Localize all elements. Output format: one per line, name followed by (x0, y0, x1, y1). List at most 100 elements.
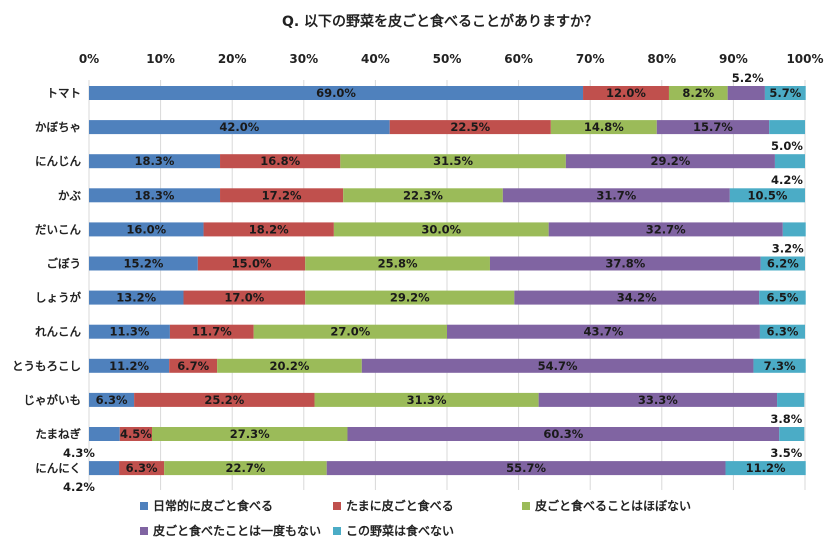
data-label: 31.5% (433, 154, 473, 168)
bar-segment (164, 461, 327, 476)
legend-label: 日常的に皮ごと食べる (153, 498, 273, 513)
data-label: 12.0% (606, 86, 646, 100)
data-label: 4.2% (771, 173, 803, 187)
bar-segment (89, 188, 221, 203)
data-label: 18.2% (249, 222, 289, 236)
category-label: たまねぎ (35, 427, 81, 441)
data-label: 22.7% (225, 461, 265, 475)
data-label: 6.3% (96, 393, 128, 407)
data-label: 14.8% (584, 120, 624, 134)
legend: 日常的に皮ごと食べる たまに皮ごと食べる 皮ごと食べることはほぼない皮ごと食べたこと… (140, 498, 691, 538)
bar-segment (119, 427, 153, 441)
category-label: だいこん (35, 222, 81, 236)
data-labels: 69.0% 12.0% 8.2% 5.2% 5.7% 42.0% 22.5% 14.8% 15.… (63, 71, 804, 494)
bar-segment (727, 86, 765, 100)
data-label: 18.3% (135, 188, 175, 202)
category-label: ごぼう (47, 257, 82, 271)
legend-swatch (522, 502, 530, 510)
bar-segment (764, 86, 806, 100)
category-label: しょうが (35, 291, 81, 305)
x-tick-label: 80% (647, 52, 676, 66)
data-label: 10.5% (747, 188, 787, 202)
x-tick-label: 100% (786, 52, 823, 66)
x-tick-label: 60% (504, 52, 533, 66)
x-tick-label: 40% (361, 52, 390, 66)
bar-segment (326, 461, 726, 476)
legend-label: 皮ごと食べることはほぼない (534, 498, 691, 513)
bar-segment (656, 120, 770, 135)
data-label: 31.3% (407, 393, 447, 407)
bar-segment (447, 324, 760, 339)
bar-segment (779, 427, 805, 441)
data-label: 11.3% (110, 325, 150, 339)
bar-segment (169, 324, 254, 339)
bar-segment (725, 461, 806, 476)
bar-segment (89, 427, 120, 441)
bar-segment (203, 222, 334, 237)
data-label: 20.2% (270, 359, 310, 373)
category-labels: トマトかぼちゃにんじんかぶだいこんごぼうしょうがれんこんとうもろこしじゃがいもた… (12, 86, 81, 475)
bar-segment (514, 290, 760, 305)
bar-segment (729, 188, 805, 203)
category-label: かぶ (58, 188, 81, 202)
data-label: 37.8% (605, 257, 645, 271)
x-tick-label: 30% (289, 52, 318, 66)
bar-segment (489, 256, 761, 271)
bar-segment (565, 154, 775, 169)
bar-segment (89, 154, 221, 169)
bar-segment (89, 461, 120, 476)
bar-segment (347, 427, 780, 441)
data-label: 5.0% (771, 139, 803, 153)
bar-segment (89, 120, 390, 135)
data-label: 6.7% (177, 359, 209, 373)
data-label: 30.0% (421, 222, 461, 236)
bar-segment (389, 120, 551, 135)
data-label: 22.5% (450, 120, 490, 134)
legend-swatch (140, 502, 148, 510)
bar-segment (782, 222, 806, 237)
data-label: 15.0% (232, 257, 272, 271)
bar-segment (305, 256, 490, 271)
data-label: 11.7% (192, 325, 232, 339)
bar-segments (89, 86, 806, 476)
category-label: れんこん (35, 325, 81, 339)
data-label: 25.2% (204, 393, 244, 407)
data-label: 13.2% (116, 291, 156, 305)
bar-segment (89, 290, 184, 305)
bar-segment (89, 86, 584, 100)
chart-title: Q. 以下の野菜を皮ごと食べることがありますか？ (282, 13, 598, 30)
data-label: 18.3% (135, 154, 175, 168)
bar-segment (89, 324, 170, 339)
legend-label: この野菜は食べない (346, 523, 454, 538)
legend-swatch (333, 527, 341, 535)
x-tick-label: 50% (433, 52, 462, 66)
category-label: トマト (47, 86, 82, 100)
x-tick-label: 70% (576, 52, 605, 66)
data-label: 55.7% (506, 461, 546, 475)
data-label: 6.2% (767, 257, 799, 271)
bar-segment (548, 222, 783, 237)
category-label: にんにく (35, 461, 81, 475)
category-label: にんじん (35, 154, 81, 168)
data-label: 69.0% (316, 86, 356, 100)
bar-segment (361, 358, 754, 373)
category-label: じゃがいも (24, 393, 82, 407)
x-axis-ticks: 0% 10% 20% 30% 40% 50% 60% 70% 80% 90% 100% (79, 52, 824, 66)
data-label: 6.3% (126, 461, 158, 475)
data-label: 3.2% (772, 241, 804, 255)
legend-label: たまに皮ごと食べる (346, 498, 454, 513)
category-label: かぼちゃ (35, 120, 81, 134)
x-tick-label: 90% (719, 52, 748, 66)
data-label: 29.2% (650, 154, 690, 168)
data-label: 5.2% (732, 71, 764, 85)
data-label: 16.8% (260, 154, 300, 168)
bar-segment (89, 392, 135, 407)
data-label: 29.2% (390, 291, 430, 305)
bar-segment (777, 392, 805, 407)
bar-segment (343, 188, 503, 203)
bar-segment (668, 86, 728, 100)
data-label: 27.0% (330, 325, 370, 339)
bar-segment (550, 120, 657, 135)
data-label: 4.5% (120, 427, 152, 441)
